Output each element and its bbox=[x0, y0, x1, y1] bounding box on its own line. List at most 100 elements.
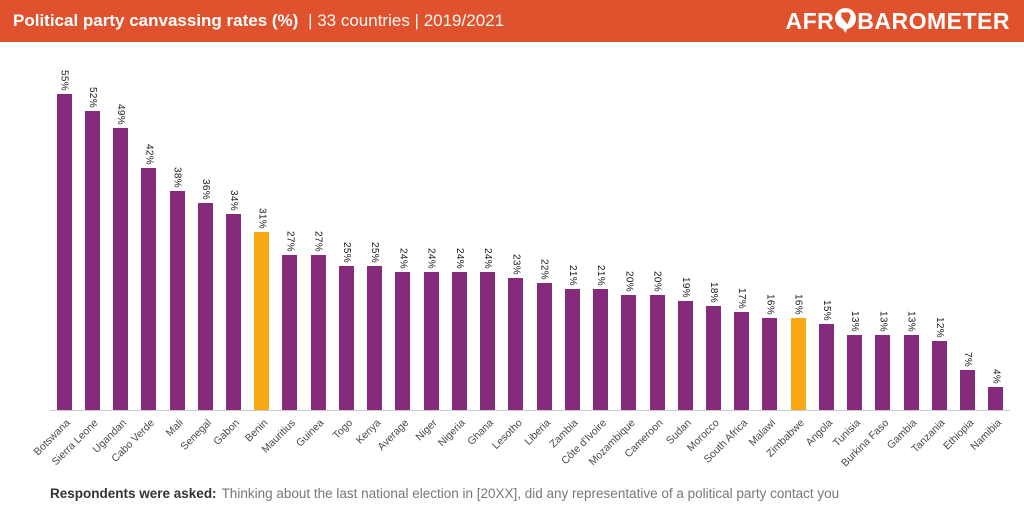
bar-column: 4% bbox=[982, 369, 1010, 410]
x-axis-label: Lesotho bbox=[489, 417, 525, 452]
bar-namibia bbox=[988, 387, 1004, 410]
bar-column: 15% bbox=[812, 300, 840, 410]
bar-value-label: 25% bbox=[340, 242, 352, 263]
bar-zambia bbox=[564, 289, 580, 410]
bar-tanzania bbox=[931, 341, 947, 410]
bar-column: 27% bbox=[276, 231, 304, 410]
bar-column: 52% bbox=[78, 87, 106, 410]
bar-column: 34% bbox=[219, 190, 247, 410]
bar-column: 24% bbox=[474, 248, 502, 410]
bar-value-label: 55% bbox=[58, 70, 70, 91]
x-axis-label: Average bbox=[375, 417, 412, 454]
x-axis-label: Guinea bbox=[294, 417, 327, 450]
bar-cabo-verde bbox=[141, 168, 157, 410]
bar-value-label: 18% bbox=[708, 282, 719, 303]
bar-column: 25% bbox=[332, 242, 360, 410]
bar-column: 20% bbox=[643, 271, 671, 410]
bar-value-label: 31% bbox=[256, 208, 268, 229]
bar-column: 16% bbox=[784, 294, 812, 410]
plot-area: 55% 52% 49% 42% 38% 36% 34% 31% 27% 27% 25% 25% 24% 2… bbox=[50, 42, 1010, 411]
bar-column: 13% bbox=[869, 311, 897, 410]
bar-value-label: 16% bbox=[764, 294, 776, 315]
bar-value-label: 13% bbox=[849, 311, 861, 332]
question-label: Respondents were asked: bbox=[50, 486, 217, 501]
bar-value-label: 7% bbox=[962, 351, 974, 367]
bar-value-label: 27% bbox=[312, 231, 324, 252]
page-title: Political party canvassing rates (%) | 3… bbox=[13, 11, 504, 31]
bar-value-label: 27% bbox=[284, 231, 296, 252]
bar-column: 31% bbox=[248, 208, 276, 410]
bar-botswana bbox=[56, 94, 72, 410]
page-title-sub: | 33 countries | 2019/2021 bbox=[308, 11, 505, 30]
bar-value-label: 24% bbox=[425, 248, 437, 269]
bar-column: 24% bbox=[445, 248, 473, 410]
bar-column: 49% bbox=[106, 104, 134, 410]
x-axis-label: Gabon bbox=[211, 417, 243, 448]
bar-ugandan bbox=[113, 128, 129, 410]
x-axis-label: Cameroon bbox=[622, 417, 666, 461]
bar-tunisia bbox=[847, 335, 863, 410]
bar-value-label: 21% bbox=[595, 265, 607, 286]
bar-column: 36% bbox=[191, 179, 219, 410]
bar-value-label: 36% bbox=[199, 179, 211, 200]
bar-value-label: 24% bbox=[482, 248, 494, 269]
bar-value-label: 24% bbox=[397, 248, 409, 269]
bar-column: 19% bbox=[671, 277, 699, 410]
x-axis-label: Senegal bbox=[178, 417, 214, 453]
bar-column: 12% bbox=[925, 317, 953, 410]
bar-value-label: 19% bbox=[679, 277, 691, 298]
x-axis-label: Namibia bbox=[968, 417, 1005, 453]
bar-value-label: 49% bbox=[115, 104, 127, 125]
logo-text-prefix: AFR bbox=[785, 7, 835, 34]
x-axis-label: Togo bbox=[330, 417, 355, 442]
bar-column: 24% bbox=[389, 248, 417, 410]
header-bar: Political party canvassing rates (%) | 3… bbox=[0, 0, 1024, 42]
globe-pin-icon bbox=[835, 7, 857, 37]
bar-sudan bbox=[677, 301, 693, 410]
bar-column: 22% bbox=[530, 259, 558, 410]
bar-value-label: 22% bbox=[538, 259, 550, 280]
bar-gambia bbox=[903, 335, 919, 410]
bar-column: 23% bbox=[502, 254, 530, 410]
bar-value-label: 42% bbox=[143, 144, 155, 165]
bar-morocco bbox=[706, 306, 721, 410]
bar-value-label: 17% bbox=[736, 288, 748, 309]
bar-chart: 55% 52% 49% 42% 38% 36% 34% 31% 27% 27% 25% 25% 24% 2… bbox=[32, 42, 1010, 481]
bar-column: 24% bbox=[417, 248, 445, 410]
bar-value-label: 21% bbox=[566, 265, 578, 286]
bar-value-label: 38% bbox=[171, 167, 183, 188]
x-axis-label: Nigeria bbox=[435, 417, 468, 450]
bar-togo bbox=[338, 266, 354, 410]
survey-question: Respondents were asked: Thinking about th… bbox=[50, 486, 1008, 501]
bar-column: 16% bbox=[756, 294, 784, 410]
x-axis-label: Zimbabwe bbox=[763, 417, 807, 460]
bar-column: 55% bbox=[50, 70, 78, 410]
bar-niger bbox=[423, 272, 439, 410]
bar-value-label: 16% bbox=[792, 294, 804, 315]
bar-cameroon bbox=[649, 295, 665, 410]
bar-column: 7% bbox=[954, 352, 982, 410]
bar-column: 42% bbox=[135, 144, 163, 410]
bar-column: 38% bbox=[163, 167, 191, 410]
bar-ethiopia bbox=[960, 370, 976, 410]
bar-column: 27% bbox=[304, 231, 332, 410]
bar-column: 18% bbox=[699, 282, 727, 410]
bar-zimbabwe bbox=[790, 318, 806, 410]
bar-gabon bbox=[226, 214, 242, 410]
bar-ghana bbox=[480, 272, 496, 410]
afrobarometer-logo: AFR BAROMETER bbox=[785, 7, 1010, 36]
bar-value-label: 20% bbox=[623, 271, 635, 292]
bar-value-label: 12% bbox=[933, 317, 945, 338]
bar-column: 13% bbox=[841, 311, 869, 410]
bar-mozambique bbox=[621, 295, 637, 410]
bar-malawi bbox=[762, 318, 778, 410]
bar-value-label: 23% bbox=[510, 254, 522, 275]
bar-kenya bbox=[367, 266, 383, 410]
bar-value-label: 13% bbox=[877, 311, 889, 332]
bar-lesotho bbox=[508, 278, 524, 410]
bar-senegal bbox=[197, 203, 213, 410]
bar-value-label: 24% bbox=[453, 248, 465, 269]
bar-c-te-d-ivoire bbox=[593, 289, 609, 410]
bar-column: 21% bbox=[558, 265, 586, 410]
bar-value-label: 25% bbox=[369, 242, 381, 263]
